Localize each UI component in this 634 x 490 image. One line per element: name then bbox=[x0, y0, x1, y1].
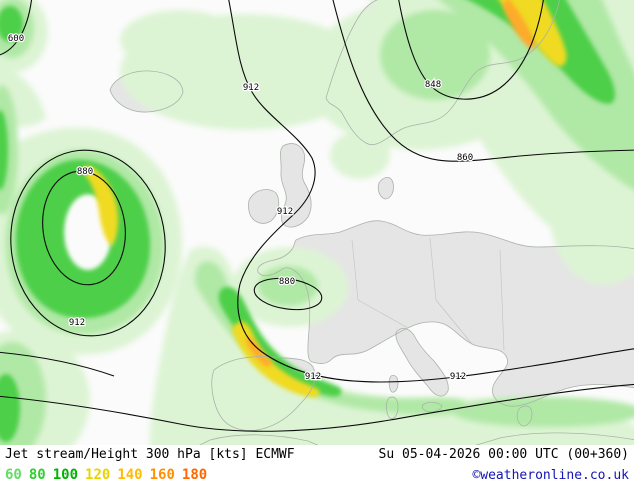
chart-footer: Jet stream/Height 300 hPa [kts] ECMWF Su… bbox=[0, 445, 634, 490]
map-canvas: 600 912 848 860 880 912 912 880 912 912 bbox=[0, 0, 634, 445]
contour-label: 880 bbox=[77, 167, 93, 177]
valid-time: Su 05-04-2026 00:00 UTC (00+360) bbox=[378, 447, 629, 462]
height-contours bbox=[0, 0, 634, 432]
copyright-link[interactable]: ©weatheronline.co.uk bbox=[472, 468, 629, 483]
contour-label: 880 bbox=[279, 277, 295, 287]
contour-label: 600 bbox=[8, 34, 24, 44]
contour-labels: 600 912 848 860 880 912 912 880 912 912 bbox=[7, 33, 475, 383]
contour-label: 912 bbox=[305, 372, 321, 382]
contour-label: 912 bbox=[450, 372, 466, 382]
legend-value-140: 140 bbox=[117, 467, 143, 483]
contour-label: 912 bbox=[69, 318, 85, 328]
contour-label: 860 bbox=[457, 153, 473, 163]
weather-map: 600 912 848 860 880 912 912 880 912 912 bbox=[0, 0, 634, 445]
jet-stream-shading bbox=[0, 0, 634, 445]
contour-label: 848 bbox=[425, 80, 441, 90]
country-borders bbox=[351, 237, 505, 351]
product-title: Jet stream/Height 300 hPa [kts] ECMWF bbox=[5, 447, 295, 462]
legend-value-60: 60 bbox=[5, 467, 22, 483]
legend-value-80: 80 bbox=[28, 467, 46, 483]
legend-value-120: 120 bbox=[85, 467, 111, 483]
wind-speed-legend: 60 80 100 120 140 160 180 bbox=[5, 464, 214, 483]
legend-row: 60 80 100 120 140 160 180 ©weatheronline.co.uk bbox=[0, 462, 634, 483]
contour-label: 912 bbox=[277, 207, 293, 217]
wind-shade-orange bbox=[245, 0, 536, 367]
legend-value-100: 100 bbox=[52, 467, 79, 483]
legend-value-160: 160 bbox=[149, 467, 175, 483]
title-row: Jet stream/Height 300 hPa [kts] ECMWF Su… bbox=[0, 445, 634, 462]
legend-value-180: 180 bbox=[181, 467, 208, 483]
wind-shade-level3 bbox=[0, 0, 615, 442]
contour-label: 912 bbox=[243, 83, 259, 93]
